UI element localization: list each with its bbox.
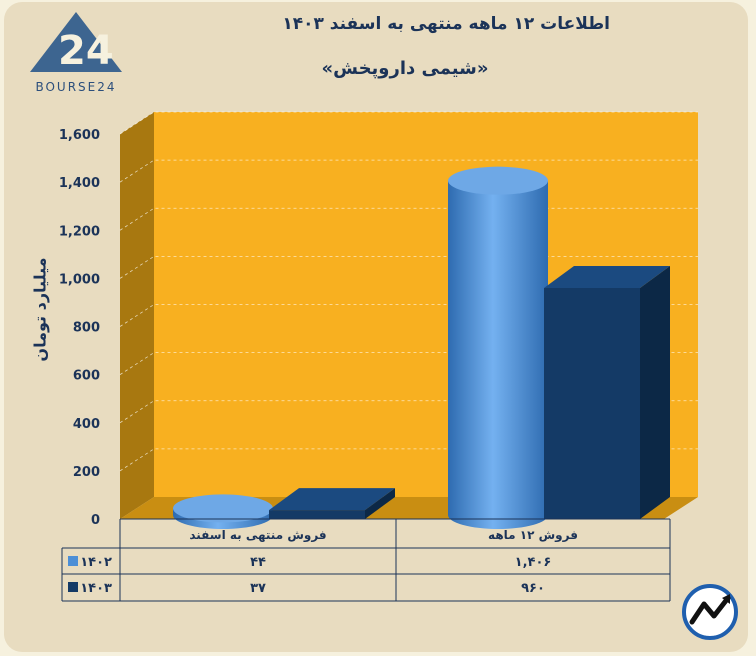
chart-title: اطلاعات ۱۲ ماهه منتهی به اسفند ۱۴۰۳ bbox=[282, 14, 610, 34]
y-tick-label: 1,000 bbox=[59, 272, 100, 287]
y-tick-label: 400 bbox=[73, 417, 100, 432]
bar-1403-top bbox=[269, 488, 395, 511]
y-tick-label: 800 bbox=[73, 321, 100, 336]
bar-1402-top bbox=[173, 494, 273, 523]
table-value: ۱,۴۰۶ bbox=[515, 555, 552, 570]
bar-1402-top bbox=[448, 166, 548, 195]
bourse24-logo: 24 bbox=[30, 12, 122, 74]
gridline bbox=[119, 111, 698, 135]
gridline bbox=[119, 159, 698, 183]
trend-arrow-icon bbox=[689, 595, 731, 625]
legend-label: ۱۴۰۳ bbox=[80, 581, 112, 596]
bar-1403 bbox=[269, 510, 365, 519]
logo-mark: 24 bbox=[58, 28, 114, 74]
legend-label: ۱۴۰۲ bbox=[80, 555, 112, 570]
bar-1403-side bbox=[640, 266, 670, 519]
category-label: فروش منتهی به اسفند bbox=[189, 528, 326, 543]
y-tick-label: 1,400 bbox=[59, 176, 100, 191]
bar-1402 bbox=[448, 180, 548, 529]
bar-1403-top bbox=[544, 266, 670, 288]
legend-swatch bbox=[68, 582, 78, 592]
y-tick-label: 0 bbox=[91, 513, 100, 528]
logo-text: BOURSE24 bbox=[35, 80, 117, 94]
table-value: ۴۴ bbox=[250, 555, 266, 570]
trend-arrowhead-icon bbox=[722, 594, 730, 604]
bar-1403 bbox=[544, 288, 640, 519]
category-label: فروش ۱۲ ماهه bbox=[488, 528, 578, 543]
y-tick-label: 1,600 bbox=[59, 128, 100, 143]
chart-subtitle: «شیمی داروپخش» bbox=[321, 58, 489, 79]
bar-1403-side bbox=[365, 488, 395, 519]
y-tick-label: 600 bbox=[73, 369, 100, 384]
y-tick-label: 1,200 bbox=[59, 224, 100, 239]
table-value: ۳۷ bbox=[250, 581, 266, 596]
legend-swatch bbox=[68, 556, 78, 566]
table-value: ۹۶۰ bbox=[521, 581, 545, 596]
y-tick-label: 200 bbox=[73, 465, 100, 480]
